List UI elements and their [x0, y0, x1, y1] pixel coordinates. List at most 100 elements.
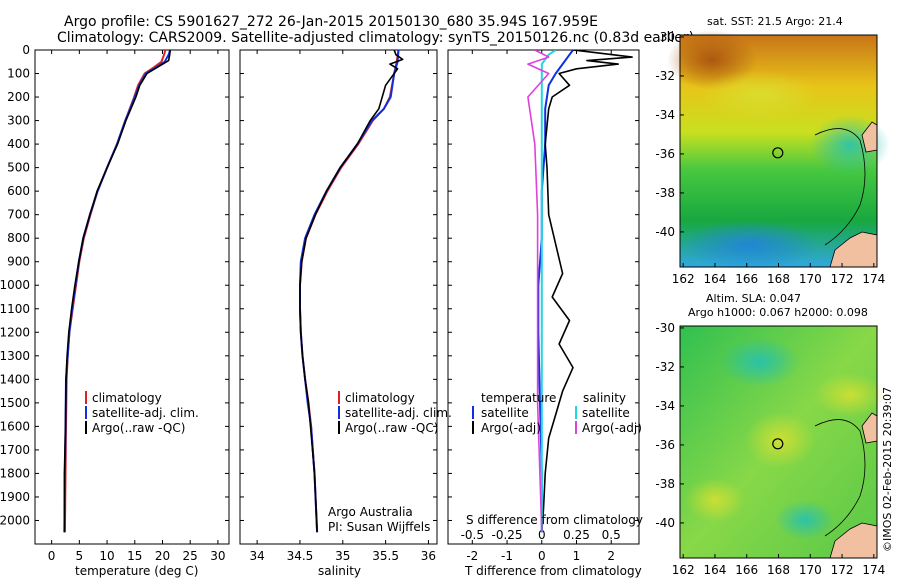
sst-yellow-patch — [700, 70, 820, 120]
legend-label: Argo(..raw -QC) — [92, 421, 185, 435]
legend-title-salinity: salinity — [583, 391, 626, 405]
x-tick-label: 1 — [573, 549, 581, 563]
x-tick-label: 20 — [155, 549, 170, 563]
legend-label: satellite-adj. clim. — [345, 406, 452, 420]
map-x-tick-label: 174 — [862, 272, 885, 286]
map-x-tick-label: 170 — [799, 272, 822, 286]
series-salinity-argo-adj — [527, 50, 550, 533]
map-x-tick-label: 172 — [831, 563, 854, 577]
map-x-tick-label: 168 — [767, 272, 790, 286]
series-argo-raw-qc — [63, 50, 171, 533]
salinity-series — [299, 50, 404, 533]
map-x-tick-label: 162 — [672, 563, 695, 577]
sla-bathymetry-contour — [814, 419, 866, 537]
map-x-tick-label: 168 — [767, 563, 790, 577]
map-x-tick-label: 172 — [831, 272, 854, 286]
series-salinity-satellite — [540, 50, 557, 533]
y-tick-label: 0 — [22, 43, 30, 57]
map-y-tick-label: -34 — [655, 399, 675, 413]
x-tick-label: 30 — [210, 549, 225, 563]
map-y-tick-label: -32 — [655, 69, 675, 83]
sla-float-marker — [772, 438, 784, 450]
x-tick-label: 0 — [48, 549, 56, 563]
salinity-axis-ticks: 34 34.5 35 35.5 36 — [240, 49, 437, 563]
legend-label: Argo(..raw -QC) — [345, 421, 438, 435]
temperature-series — [63, 50, 172, 533]
header-subtitle: Climatology: CARS2009. Satellite-adjuste… — [57, 30, 694, 46]
sla-yellow-patch — [815, 373, 885, 417]
sst-map — [667, 30, 890, 270]
legend-label: satellite-adj. clim. — [92, 406, 199, 420]
sst-map-title: sat. SST: 21.5 Argo: 21.4 — [707, 15, 843, 28]
x2-tick-label: 0.25 — [563, 528, 590, 542]
y-tick-label: 1300 — [0, 349, 30, 363]
map-y-tick-label: -36 — [655, 147, 675, 161]
header-title: Argo profile: CS 5901627_272 26-Jan-2015… — [64, 14, 598, 30]
y-tick-label: 200 — [7, 90, 30, 104]
y-tick-label: 1400 — [0, 372, 30, 386]
legend-label: Argo(-adj) — [582, 421, 642, 435]
map-y-tick-label: -32 — [655, 360, 675, 374]
map-x-tick-label: 162 — [672, 272, 695, 286]
y-tick-label: 400 — [7, 137, 30, 151]
x-tick-label: 5 — [76, 549, 84, 563]
map-axis-ticks: 162 164 166 168 170 172 174 -30 -32 -34 -36 -38 -40 1… — [655, 30, 885, 577]
sla-cyan-patch — [720, 337, 800, 387]
map-x-tick-label: 164 — [703, 272, 726, 286]
imos-stamp: ©IMOS 02-Feb-2015 20:39:07 — [881, 387, 894, 552]
series-temperature-satellite — [537, 50, 574, 533]
salinity-xlabel: salinity — [318, 564, 361, 578]
map-y-tick-label: -30 — [655, 321, 675, 335]
sla-map-title-1: Altim. SLA: 0.047 — [706, 292, 801, 305]
y-tick-label: 1000 — [0, 278, 30, 292]
sla-cyan-patch-2 — [775, 500, 835, 540]
x-tick-label: 35 — [335, 549, 350, 563]
temperature-axis-ticks: 0100200300400500600700800900100011001200… — [0, 43, 229, 563]
legend-label: Argo(-adj) — [481, 421, 541, 435]
y-tick-label: 300 — [7, 114, 30, 128]
temperature-legend: climatology satellite-adj. clim. Argo(..… — [85, 391, 199, 435]
x-tick-label: 34.5 — [287, 549, 314, 563]
x-tick-label: 25 — [183, 549, 198, 563]
y-tick-label: 1600 — [0, 419, 30, 433]
legend-label: satellite — [481, 406, 529, 420]
y-tick-label: 1500 — [0, 396, 30, 410]
sst-float-marker — [772, 147, 784, 159]
legend-label: satellite — [582, 406, 630, 420]
y-tick-label: 700 — [7, 208, 30, 222]
map-y-tick-label: -30 — [655, 30, 675, 44]
x-tick-label: -1 — [501, 549, 513, 563]
x-tick-label: 34 — [249, 549, 264, 563]
map-y-tick-label: -38 — [655, 477, 675, 491]
difference-axis-ticks: -2 -1 0 1 2 -0.5 -0.25 0 0.25 0.5 — [448, 49, 639, 563]
map-y-tick-label: -34 — [655, 108, 675, 122]
temperature-panel — [34, 49, 230, 545]
series-argo-raw-qc — [299, 50, 404, 533]
difference-panel — [447, 49, 640, 545]
map-y-tick-label: -40 — [655, 516, 675, 530]
map-x-tick-label: 164 — [703, 563, 726, 577]
y-tick-label: 1100 — [0, 302, 30, 316]
x2-tick-label: 0 — [538, 528, 546, 542]
y-tick-label: 900 — [7, 255, 30, 269]
sst-cyan-patch — [810, 115, 890, 175]
difference-legend: temperature satellite Argo(-adj) salinit… — [472, 391, 642, 435]
y-tick-label: 1700 — [0, 443, 30, 457]
y-tick-label: 2000 — [0, 513, 30, 527]
legend-label: climatology — [345, 391, 415, 405]
y-tick-label: 1800 — [0, 466, 30, 480]
x-tick-label: 0 — [538, 549, 546, 563]
map-y-tick-label: -40 — [655, 225, 675, 239]
x-tick-label: 15 — [127, 549, 142, 563]
map-x-tick-label: 166 — [735, 272, 758, 286]
y-tick-label: 1200 — [0, 325, 30, 339]
s-difference-xlabel: S difference from climatology — [466, 513, 643, 527]
y-tick-label: 500 — [7, 161, 30, 175]
sla-yellow-patch-2 — [745, 412, 815, 468]
legend-title-temperature: temperature — [481, 391, 556, 405]
x-tick-label: -2 — [466, 549, 478, 563]
y-tick-label: 1900 — [0, 490, 30, 504]
series-temperature-argo-adj — [541, 50, 633, 533]
salinity-panel — [239, 49, 438, 545]
